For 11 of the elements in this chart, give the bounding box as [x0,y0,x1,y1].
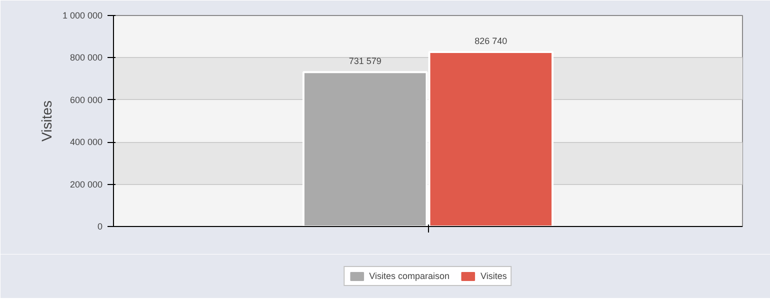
y-tick-label: 800 000 [70,52,103,63]
y-tick-label: 1 000 000 [62,10,103,20]
text: 826 740 [474,36,508,46]
text: 731 579 [348,56,382,66]
y-tick-label: 600 000 [70,94,103,105]
legend-label: Visites [480,271,507,281]
y-tick-label: 0 [97,222,103,232]
y-tick-label: 400 000 [70,137,103,148]
y-tick-label: 200 000 [70,179,103,190]
y-axis-title: Visites [38,100,54,142]
legend-label: Visites comparaison [369,271,450,281]
